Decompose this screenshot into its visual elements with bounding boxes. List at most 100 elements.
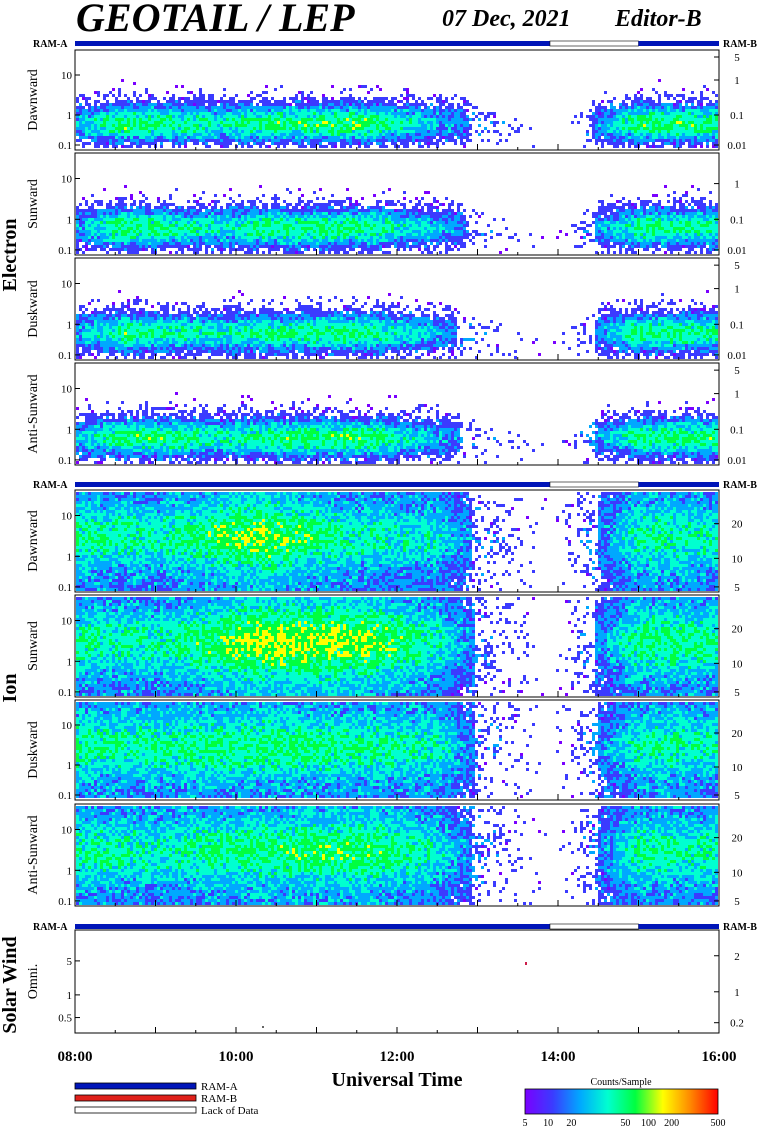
heat-cell [325, 133, 328, 136]
heat-cell [442, 124, 445, 127]
heat-cell [436, 139, 439, 142]
heat-cell [391, 200, 394, 203]
heat-cell [349, 209, 352, 212]
heat-cell [97, 112, 100, 115]
heat-cell [385, 124, 388, 127]
heat-cell [361, 142, 364, 145]
heat-cell [352, 248, 355, 251]
heat-cell [154, 124, 157, 127]
heat-cell [472, 112, 475, 115]
heat-cell [463, 109, 466, 112]
heat-cell [610, 133, 613, 136]
heat-cell [331, 115, 334, 118]
heat-cell [649, 112, 652, 115]
heat-cell [199, 248, 202, 251]
heat-cell [694, 121, 697, 124]
heat-cell [208, 215, 211, 218]
heat-cell [376, 245, 379, 248]
heat-cell [607, 142, 610, 145]
heat-cell [157, 230, 160, 233]
heat-cell [139, 215, 142, 218]
heat-cell [394, 121, 397, 124]
heat-cell [331, 130, 334, 133]
heat-cell [355, 136, 358, 139]
heat-cell [601, 118, 604, 121]
heat-cell [604, 112, 607, 115]
heat-cell [166, 233, 169, 236]
heat-cell [253, 215, 256, 218]
heat-cell [352, 130, 355, 133]
heat-cell [283, 109, 286, 112]
heat-cell [610, 139, 613, 142]
heat-cell [247, 251, 250, 254]
heat-cell [130, 145, 133, 148]
heat-cell [118, 248, 121, 251]
heat-cell [319, 218, 322, 221]
heat-cell [184, 209, 187, 212]
heat-cell [346, 109, 349, 112]
heat-cell [712, 127, 715, 130]
heat-cell [664, 109, 667, 112]
heat-cell [130, 136, 133, 139]
heat-cell [661, 142, 664, 145]
heat-cell [217, 109, 220, 112]
heat-cell [652, 139, 655, 142]
heat-cell [85, 100, 88, 103]
heat-cell [169, 197, 172, 200]
heat-cell [445, 106, 448, 109]
heat-cell [136, 239, 139, 242]
heat-cell [196, 112, 199, 115]
heat-cell [265, 209, 268, 212]
heat-cell [301, 91, 304, 94]
heat-cell [211, 118, 214, 121]
heat-cell [598, 109, 601, 112]
heat-cell [238, 106, 241, 109]
heat-cell [307, 218, 310, 221]
heat-cell [259, 100, 262, 103]
heat-cell [199, 209, 202, 212]
heat-cell [304, 130, 307, 133]
heat-cell [487, 130, 490, 133]
heat-cell [229, 236, 232, 239]
heat-cell [370, 239, 373, 242]
heat-cell [238, 227, 241, 230]
heat-cell [676, 142, 679, 145]
heat-cell [235, 215, 238, 218]
heat-cell [295, 136, 298, 139]
heat-cell [250, 212, 253, 215]
heat-cell [304, 227, 307, 230]
heat-cell [97, 200, 100, 203]
heat-cell [190, 115, 193, 118]
heat-cell [130, 251, 133, 254]
heat-cell [211, 230, 214, 233]
heat-cell [679, 106, 682, 109]
heat-cell [121, 236, 124, 239]
heat-cell [703, 109, 706, 112]
heat-cell [106, 242, 109, 245]
heat-cell [121, 200, 124, 203]
heat-cell [676, 127, 679, 130]
heat-cell [127, 230, 130, 233]
heat-cell [181, 115, 184, 118]
heat-cell [175, 130, 178, 133]
heat-cell [160, 112, 163, 115]
heat-cell [349, 103, 352, 106]
heat-cell [232, 248, 235, 251]
heat-cell [145, 103, 148, 106]
heat-cell [229, 242, 232, 245]
heat-cell [322, 115, 325, 118]
heat-cell [139, 133, 142, 136]
heat-cell [427, 127, 430, 130]
heat-cell [334, 227, 337, 230]
heat-cell [655, 103, 658, 106]
heat-cell [79, 109, 82, 112]
heat-cell [211, 100, 214, 103]
heat-cell [508, 124, 511, 127]
heat-cell [442, 142, 445, 145]
heat-cell [184, 245, 187, 248]
heat-cell [634, 139, 637, 142]
heat-cell [577, 121, 580, 124]
heat-cell [337, 109, 340, 112]
heat-cell [169, 251, 172, 254]
heat-cell [367, 224, 370, 227]
